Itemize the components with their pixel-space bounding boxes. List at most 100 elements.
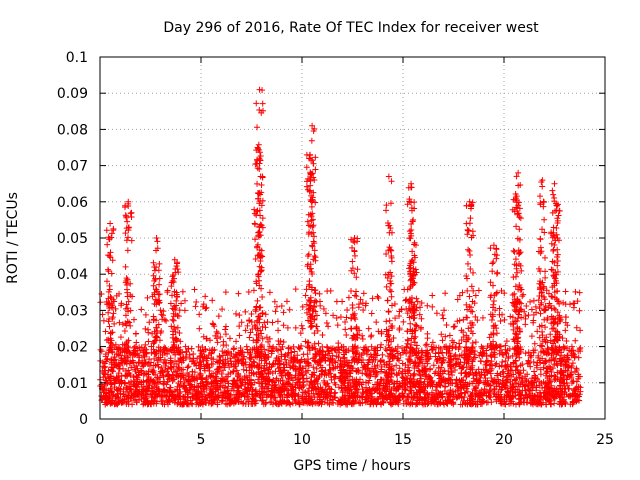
data-point bbox=[275, 357, 282, 364]
data-point bbox=[314, 394, 321, 401]
data-point bbox=[306, 390, 313, 397]
data-point bbox=[302, 389, 309, 396]
data-point bbox=[309, 194, 316, 201]
data-point bbox=[149, 330, 156, 337]
data-point bbox=[542, 357, 549, 364]
data-point bbox=[396, 365, 403, 372]
data-point bbox=[567, 301, 574, 308]
data-point bbox=[543, 287, 550, 294]
data-point bbox=[388, 254, 395, 261]
data-point bbox=[387, 373, 394, 380]
data-point bbox=[455, 359, 462, 366]
data-point bbox=[170, 317, 177, 324]
data-point bbox=[210, 321, 217, 328]
data-point bbox=[519, 387, 526, 394]
data-point bbox=[463, 344, 470, 351]
data-point bbox=[196, 359, 203, 366]
data-point bbox=[554, 362, 561, 369]
data-point bbox=[446, 359, 453, 366]
data-point bbox=[464, 231, 471, 238]
data-point bbox=[307, 400, 314, 407]
data-point bbox=[469, 321, 476, 328]
data-point bbox=[387, 346, 394, 353]
data-point bbox=[561, 354, 568, 361]
data-point bbox=[122, 263, 129, 270]
data-point bbox=[513, 301, 520, 308]
data-point bbox=[407, 235, 414, 242]
data-point bbox=[468, 283, 475, 290]
data-point bbox=[123, 278, 130, 285]
data-point bbox=[290, 365, 297, 372]
data-point bbox=[311, 177, 318, 184]
data-point bbox=[202, 293, 209, 300]
data-point bbox=[229, 380, 236, 387]
data-point bbox=[409, 327, 416, 334]
data-point bbox=[175, 399, 182, 406]
data-point bbox=[471, 351, 478, 358]
data-point bbox=[562, 327, 569, 334]
data-point bbox=[366, 377, 373, 384]
data-point bbox=[156, 291, 163, 298]
data-point bbox=[432, 387, 439, 394]
data-point bbox=[467, 215, 474, 222]
data-point bbox=[407, 298, 414, 305]
data-point bbox=[407, 283, 414, 290]
data-point bbox=[177, 378, 184, 385]
data-point bbox=[358, 393, 365, 400]
data-point bbox=[385, 332, 392, 339]
data-point bbox=[350, 354, 357, 361]
data-point bbox=[351, 292, 358, 299]
data-point bbox=[400, 375, 407, 382]
data-point bbox=[139, 357, 146, 364]
data-point bbox=[500, 352, 507, 359]
data-point bbox=[411, 252, 418, 259]
data-point bbox=[339, 298, 346, 305]
data-point bbox=[543, 394, 550, 401]
data-point bbox=[208, 349, 215, 356]
data-point bbox=[213, 328, 220, 335]
data-point bbox=[534, 376, 541, 383]
data-point bbox=[233, 338, 240, 345]
data-point bbox=[151, 355, 158, 362]
data-point bbox=[256, 156, 263, 163]
data-point bbox=[383, 369, 390, 376]
data-point bbox=[541, 229, 548, 236]
data-point bbox=[374, 293, 381, 300]
data-point bbox=[512, 330, 519, 337]
data-point bbox=[197, 365, 204, 372]
data-point bbox=[555, 349, 562, 356]
data-point bbox=[196, 311, 203, 318]
data-point bbox=[104, 394, 111, 401]
data-point bbox=[202, 354, 209, 361]
data-point bbox=[140, 394, 147, 401]
data-point bbox=[510, 393, 517, 400]
data-point bbox=[342, 369, 349, 376]
data-point bbox=[319, 332, 326, 339]
data-point bbox=[475, 366, 482, 373]
data-point bbox=[290, 358, 297, 365]
data-point bbox=[391, 301, 398, 307]
data-point bbox=[258, 202, 265, 209]
data-point bbox=[451, 323, 458, 330]
data-point bbox=[153, 398, 160, 405]
data-point bbox=[423, 368, 430, 375]
data-point bbox=[212, 332, 219, 339]
data-point bbox=[407, 268, 414, 275]
data-point bbox=[488, 358, 495, 365]
data-point bbox=[526, 359, 533, 366]
data-point bbox=[258, 285, 265, 292]
data-point bbox=[422, 342, 429, 349]
data-point bbox=[119, 365, 126, 372]
data-point bbox=[132, 396, 139, 403]
data-point bbox=[309, 122, 316, 129]
data-point bbox=[175, 357, 182, 364]
data-point bbox=[163, 359, 170, 366]
data-point bbox=[524, 394, 531, 401]
data-point bbox=[399, 380, 406, 387]
data-point bbox=[468, 347, 475, 354]
data-point bbox=[167, 364, 174, 371]
data-point bbox=[255, 271, 262, 278]
data-point bbox=[351, 270, 358, 277]
data-point bbox=[251, 210, 258, 217]
data-point bbox=[219, 306, 226, 313]
